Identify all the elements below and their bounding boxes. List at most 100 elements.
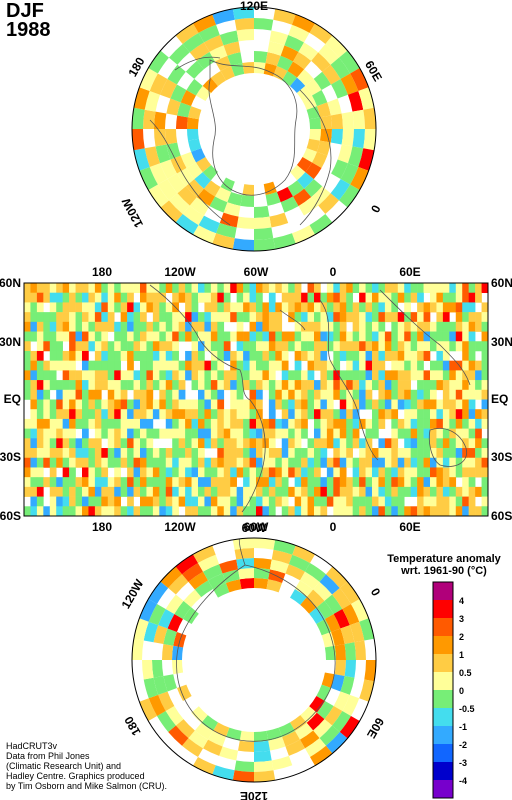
equatorial-anomaly-cell bbox=[275, 486, 283, 497]
equatorial-anomaly-cell bbox=[307, 438, 315, 449]
equatorial-anomaly-cell bbox=[294, 496, 302, 507]
equatorial-anomaly-cell bbox=[94, 486, 102, 497]
equatorial-anomaly-cell bbox=[449, 321, 457, 332]
equatorial-anomaly-cell bbox=[307, 486, 315, 497]
equatorial-anomaly-cell bbox=[243, 283, 250, 294]
equatorial-anomaly-cell bbox=[333, 477, 341, 488]
equatorial-anomaly-cell bbox=[423, 448, 431, 459]
equatorial-anomaly-cell bbox=[24, 302, 31, 313]
equatorial-anomaly-cell bbox=[146, 331, 154, 342]
equatorial-anomaly-cell bbox=[346, 292, 353, 303]
legend-swatch bbox=[433, 726, 453, 745]
equatorial-anomaly-cell bbox=[365, 477, 373, 488]
south-anomaly-cell bbox=[269, 559, 289, 574]
equatorial-anomaly-cell bbox=[320, 380, 328, 391]
south-anomaly-cell bbox=[268, 737, 286, 751]
equatorial-anomaly-cell bbox=[101, 321, 109, 332]
north-anomaly-cell bbox=[154, 111, 167, 129]
equatorial-anomaly-cell bbox=[262, 428, 270, 439]
north-anomaly-cell bbox=[195, 85, 212, 101]
equatorial-anomaly-cell bbox=[468, 292, 476, 303]
equatorial-anomaly-cell bbox=[359, 380, 366, 391]
equatorial-anomaly-cell bbox=[133, 428, 141, 439]
equatorial-anomaly-cell bbox=[384, 506, 392, 516]
equatorial-anomaly-cell bbox=[410, 418, 418, 429]
equatorial-anomaly-cell bbox=[140, 341, 147, 352]
equatorial-anomaly-cell bbox=[210, 457, 218, 468]
equatorial-anomaly-cell bbox=[288, 341, 295, 352]
equatorial-anomaly-cell bbox=[339, 486, 347, 497]
north-anomaly-cell bbox=[297, 172, 314, 189]
equatorial-anomaly-cell bbox=[301, 457, 308, 468]
equatorial-anomaly-cell bbox=[82, 506, 89, 516]
bottom-lon-label: 180 bbox=[92, 520, 112, 534]
equatorial-anomaly-cell bbox=[365, 350, 373, 361]
equatorial-anomaly-cell bbox=[24, 428, 31, 439]
equatorial-anomaly-cell bbox=[88, 486, 96, 497]
equatorial-anomaly-cell bbox=[120, 350, 128, 361]
equatorial-anomaly-cell bbox=[82, 380, 89, 391]
equatorial-anomaly-cell bbox=[198, 380, 205, 391]
equatorial-anomaly-cell bbox=[468, 321, 476, 332]
equatorial-anomaly-cell bbox=[391, 312, 399, 323]
equatorial-anomaly-cell bbox=[30, 399, 38, 410]
equatorial-anomaly-cell bbox=[133, 448, 141, 459]
equatorial-anomaly-cell bbox=[49, 399, 57, 410]
equatorial-anomaly-cell bbox=[140, 457, 147, 468]
equatorial-anomaly-cell bbox=[397, 312, 405, 323]
equatorial-anomaly-cell bbox=[301, 506, 308, 516]
equatorial-anomaly-cell bbox=[230, 360, 237, 371]
equatorial-anomaly-cell bbox=[404, 292, 411, 303]
equatorial-anomaly-cell bbox=[481, 380, 488, 391]
bottom-lon-label: 60E bbox=[399, 520, 420, 534]
equatorial-anomaly-cell bbox=[326, 312, 334, 323]
equatorial-anomaly-cell bbox=[417, 486, 424, 497]
equatorial-anomaly-cell bbox=[391, 438, 399, 449]
left-lat-label: 60N bbox=[0, 276, 21, 290]
equatorial-anomaly-cell bbox=[359, 360, 366, 371]
legend-tick-label: 4 bbox=[459, 596, 464, 606]
equatorial-anomaly-cell bbox=[236, 302, 244, 313]
equatorial-anomaly-cell bbox=[256, 477, 263, 488]
equatorial-anomaly-cell bbox=[172, 477, 179, 488]
equatorial-anomaly-cell bbox=[30, 467, 38, 478]
equatorial-anomaly-cell bbox=[442, 380, 450, 391]
south-anomaly-cell bbox=[193, 545, 216, 564]
equatorial-anomaly-cell bbox=[236, 496, 244, 507]
equatorial-anomaly-cell bbox=[281, 496, 289, 507]
equatorial-anomaly-cell bbox=[24, 350, 31, 361]
equatorial-anomaly-cell bbox=[107, 302, 115, 313]
equatorial-anomaly-cell bbox=[56, 341, 63, 352]
equatorial-anomaly-cell bbox=[198, 399, 205, 410]
equatorial-anomaly-cell bbox=[256, 360, 263, 371]
equatorial-anomaly-cell bbox=[159, 292, 167, 303]
equatorial-anomaly-cell bbox=[326, 321, 334, 332]
equatorial-anomaly-cell bbox=[281, 331, 289, 342]
equatorial-anomaly-cell bbox=[114, 428, 121, 439]
equatorial-anomaly-cell bbox=[36, 486, 44, 497]
equatorial-anomaly-cell bbox=[127, 399, 134, 410]
equatorial-anomaly-cell bbox=[307, 457, 315, 468]
equatorial-anomaly-cell bbox=[384, 409, 392, 420]
equatorial-anomaly-cell bbox=[307, 477, 315, 488]
south-anomaly-cell bbox=[321, 672, 335, 689]
equatorial-anomaly-cell bbox=[217, 312, 225, 323]
equatorial-anomaly-cell bbox=[94, 292, 102, 303]
equatorial-anomaly-cell bbox=[307, 506, 315, 516]
equatorial-anomaly-cell bbox=[249, 438, 257, 449]
equatorial-anomaly-cell bbox=[391, 380, 399, 391]
equatorial-anomaly-cell bbox=[75, 292, 83, 303]
equatorial-anomaly-cell bbox=[101, 418, 109, 429]
equatorial-anomaly-cell bbox=[69, 438, 76, 449]
equatorial-anomaly-cell bbox=[320, 438, 328, 449]
north-anomaly-cell bbox=[312, 90, 328, 107]
north-anomaly-cell bbox=[187, 117, 199, 129]
equatorial-anomaly-cell bbox=[320, 399, 328, 410]
equatorial-anomaly-cell bbox=[88, 283, 96, 294]
north-anomaly-cell bbox=[293, 188, 312, 207]
equatorial-anomaly-cell bbox=[62, 389, 70, 400]
equatorial-anomaly-cell bbox=[417, 283, 424, 294]
equatorial-anomaly-cell bbox=[88, 457, 96, 468]
equatorial-anomaly-cell bbox=[262, 283, 270, 294]
equatorial-anomaly-cell bbox=[146, 370, 154, 381]
